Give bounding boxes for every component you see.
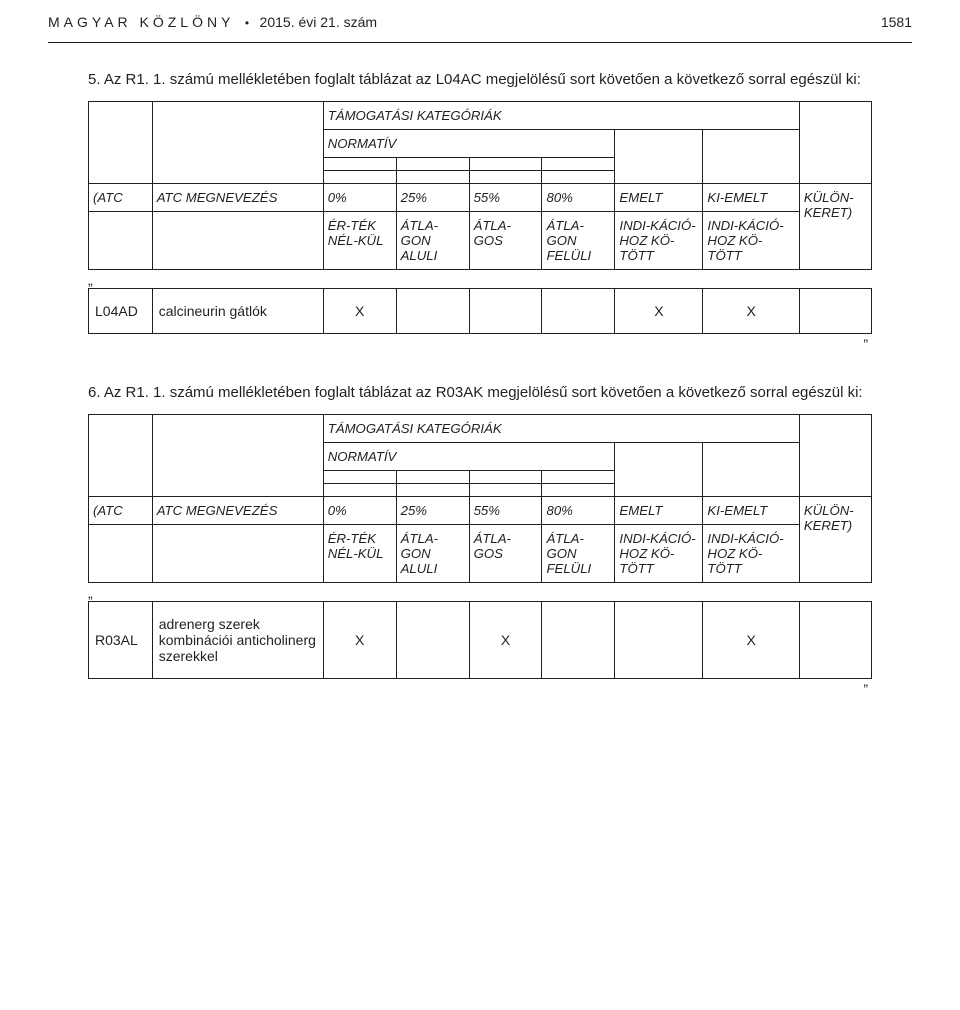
sub-ertek: ÉR-TÉK NÉL-KÜL [323,524,396,582]
normativ-title: NORMATÍV [323,442,615,470]
cell-kiemelt: X [703,601,799,678]
sub-indik2: INDI-KÁCIÓ-HOZ KÖ-TÖTT [703,524,799,582]
cell-0pct: X [323,601,396,678]
sub-indik2: INDI-KÁCIÓ-HOZ KÖ-TÖTT [703,211,799,269]
spanning-title: TÁMOGATÁSI KATEGÓRIÁK [323,414,799,442]
normativ-title: NORMATÍV [323,129,615,157]
close-quote-icon: ” [88,336,872,352]
cell-code: L04AD [89,288,153,333]
cell-80pct [542,288,615,333]
sub-feluli: ÁTLA-GON FELÜLI [542,211,615,269]
col-80pct: 80% [542,183,615,211]
sub-indik1: INDI-KÁCIÓ-HOZ KÖ-TÖTT [615,524,703,582]
cell-kiemelt: X [703,288,799,333]
cell-code: R03AL [89,601,153,678]
sub-atlagos: ÁTLA-GOS [469,524,542,582]
page-header: MAGYAR KÖZLÖNY • 2015. évi 21. szám 1581 [0,0,960,32]
page-content: 5. Az R1. 1. számú mellékletében foglalt… [0,43,960,697]
col-0pct: 0% [323,183,396,211]
category-header-table: TÁMOGATÁSI KATEGÓRIÁK NORMATÍV (ATC ATC … [88,101,872,270]
sub-feluli: ÁTLA-GON FELÜLI [542,524,615,582]
close-quote-icon: ” [88,681,872,697]
open-quote-icon: „ [88,272,872,288]
col-kulonkeret: KÜLÖN-KERET) [799,496,871,582]
col-80pct: 80% [542,496,615,524]
section-intro: 5. Az R1. 1. számú mellékletében foglalt… [88,69,872,91]
gazette-line: MAGYAR KÖZLÖNY • 2015. évi 21. szám [48,14,377,32]
sub-ertek: ÉR-TÉK NÉL-KÜL [323,211,396,269]
cell-55pct [469,288,542,333]
cell-kulon [799,288,871,333]
sub-atlagos: ÁTLA-GOS [469,211,542,269]
col-0pct: 0% [323,496,396,524]
data-table: L04AD calcineurin gátlók X X X [88,288,872,334]
cell-emelt [615,601,703,678]
sub-aluli: ÁTLA-GON ALULI [396,524,469,582]
cell-name: adrenerg szerek kombinációi anticholiner… [152,601,323,678]
col-25pct: 25% [396,183,469,211]
data-table: R03AL adrenerg szerek kombinációi antich… [88,601,872,679]
cell-55pct: X [469,601,542,678]
col-kiemelt: KI-EMELT [703,496,799,524]
col-atc-name: ATC MEGNEVEZÉS [152,183,323,211]
category-header-table: TÁMOGATÁSI KATEGÓRIÁK NORMATÍV (ATC ATC … [88,414,872,583]
col-55pct: 55% [469,183,542,211]
sub-indik1: INDI-KÁCIÓ-HOZ KÖ-TÖTT [615,211,703,269]
cell-80pct [542,601,615,678]
col-kulonkeret: KÜLÖN-KERET) [799,183,871,269]
cell-name: calcineurin gátlók [152,288,323,333]
col-atc-name: ATC MEGNEVEZÉS [152,496,323,524]
cell-0pct: X [323,288,396,333]
sub-aluli: ÁTLA-GON ALULI [396,211,469,269]
cell-kulon [799,601,871,678]
col-emelt: EMELT [615,496,703,524]
bullet-icon: • [245,16,249,30]
open-quote-icon: „ [88,585,872,601]
cell-25pct [396,601,469,678]
col-emelt: EMELT [615,183,703,211]
col-atc: (ATC [89,496,153,524]
cell-emelt: X [615,288,703,333]
col-kiemelt: KI-EMELT [703,183,799,211]
gazette-title: MAGYAR KÖZLÖNY [48,14,234,30]
col-55pct: 55% [469,496,542,524]
page-number: 1581 [881,14,912,30]
col-atc: (ATC [89,183,153,211]
gazette-issue: 2015. évi 21. szám [260,14,378,30]
table-row: L04AD calcineurin gátlók X X X [89,288,872,333]
col-25pct: 25% [396,496,469,524]
cell-25pct [396,288,469,333]
spanning-title: TÁMOGATÁSI KATEGÓRIÁK [323,101,799,129]
section-intro: 6. Az R1. 1. számú mellékletében foglalt… [88,382,872,404]
table-row: R03AL adrenerg szerek kombinációi antich… [89,601,872,678]
